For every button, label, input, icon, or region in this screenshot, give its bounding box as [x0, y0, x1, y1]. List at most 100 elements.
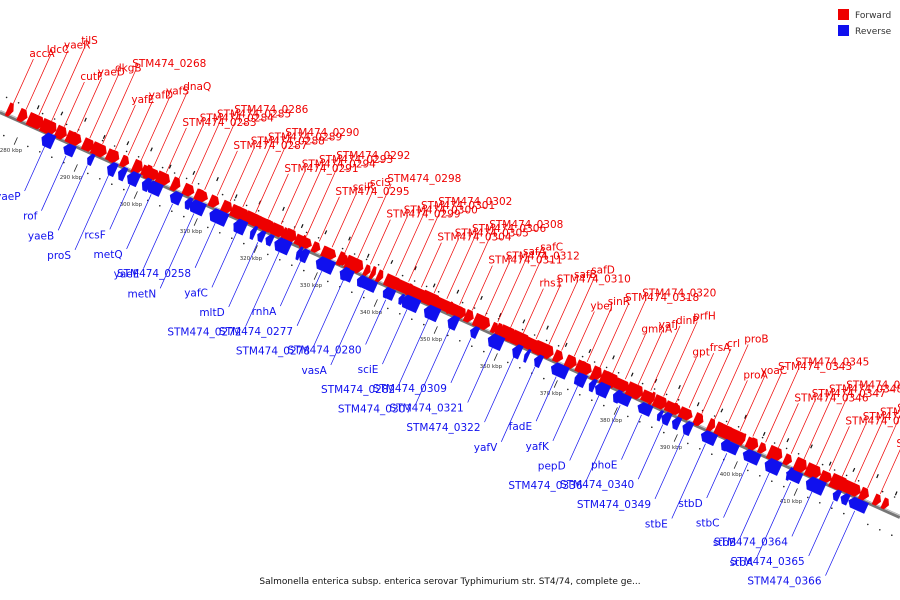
gene-feature — [471, 312, 491, 331]
leader-line — [790, 398, 817, 454]
gene-label-stm474-0343: STM474_0343 — [778, 361, 852, 373]
reverse-gene-arrow — [721, 440, 740, 456]
leader-line — [816, 390, 851, 466]
leader-line — [854, 417, 885, 483]
forward-gene-arrow — [462, 309, 474, 323]
minor-tick — [785, 447, 788, 450]
tick-label: 340 kbp — [360, 310, 383, 316]
gene-label-yafs: yafS — [166, 85, 189, 97]
minor-tick — [533, 334, 536, 336]
gene-label-stm474-0285: STM474_0285 — [217, 108, 291, 120]
minor-tick — [651, 426, 653, 429]
leader-line — [306, 160, 341, 236]
gene-feature — [840, 479, 861, 497]
gene-label-rof: rof — [23, 211, 38, 223]
misc-feature — [546, 325, 549, 330]
minor-tick — [771, 480, 773, 483]
leader-line — [706, 453, 728, 499]
minor-tick — [17, 102, 20, 104]
misc-feature — [810, 444, 813, 449]
leader-line — [313, 280, 344, 346]
forward-gene-arrow — [803, 462, 821, 480]
gene-feature — [880, 497, 889, 510]
leader-line — [331, 192, 358, 248]
leader-line — [318, 196, 340, 242]
misc-feature — [894, 491, 898, 496]
leader-line — [471, 265, 493, 311]
leader-line — [114, 104, 136, 150]
reverse-gene-arrow — [146, 180, 164, 197]
gene-label-stm474-0302: STM474_0302 — [438, 196, 512, 208]
reverse-gene-arrow — [534, 354, 545, 369]
misc-feature — [522, 319, 526, 324]
misc-feature — [564, 342, 568, 347]
reverse-gene-arrow — [249, 225, 259, 241]
minor-tick — [819, 502, 821, 504]
misc-feature — [480, 295, 483, 301]
gene-label-pepd: pepD — [538, 461, 566, 473]
gene-label-scir: sciR — [353, 182, 374, 194]
minor-tick — [591, 399, 593, 402]
forward-gene-arrow — [705, 418, 716, 433]
gene-feature — [857, 486, 869, 501]
tick-label: 360 kbp — [480, 364, 503, 370]
gene-label-stm474-0289: STM474_0289 — [268, 131, 342, 143]
minor-tick — [857, 480, 860, 482]
misc-feature — [414, 266, 417, 271]
minor-tick — [797, 453, 800, 455]
minor-tick — [3, 134, 5, 137]
leader-line — [612, 298, 647, 374]
gene-label-stm474-0284: STM474_0284 — [200, 113, 274, 125]
gene-feature — [575, 373, 589, 389]
gene-label-stm474-0357: STM474_0357 — [863, 411, 900, 423]
leader-line — [714, 344, 749, 420]
minor-tick — [291, 264, 293, 267]
gene-label-dkgb: dkgB — [115, 62, 142, 74]
leader-line — [459, 229, 494, 305]
minor-tick — [893, 496, 896, 498]
minor-tick — [687, 442, 689, 445]
leader-line — [57, 165, 88, 231]
reverse-gene-arrow — [184, 197, 194, 211]
leader-line — [382, 215, 409, 271]
gene-label-cutf: cutF — [80, 71, 103, 83]
gene-feature — [616, 392, 633, 407]
misc-feature — [696, 402, 700, 407]
leader-line — [825, 510, 856, 576]
leader-line — [194, 222, 216, 268]
minor-tick — [665, 393, 668, 396]
gene-feature — [832, 489, 842, 502]
leader-line — [102, 68, 137, 145]
gene-label-ldcc: ldcC — [47, 44, 70, 56]
minor-tick — [459, 340, 461, 342]
gene-label-stm474-0318: STM474_0318 — [625, 292, 699, 304]
forward-gene-arrow — [447, 302, 464, 318]
leader-line — [450, 338, 472, 384]
gene-feature — [25, 112, 44, 130]
minor-tick — [303, 269, 305, 272]
major-tick — [493, 353, 498, 361]
leader-line — [25, 54, 52, 110]
tick-label: 330 kbp — [300, 283, 323, 289]
tick-label: 400 kbp — [720, 472, 743, 478]
tick-label: 320 kbp — [240, 256, 263, 262]
leader-line — [599, 302, 630, 368]
minor-tick — [87, 172, 89, 175]
minor-tick — [773, 442, 776, 444]
misc-feature — [678, 384, 681, 390]
minor-tick — [821, 463, 824, 466]
minor-tick — [471, 345, 473, 348]
misc-feature — [36, 105, 40, 110]
forward-gene-arrow — [104, 148, 118, 163]
forward-gene-arrow — [154, 170, 171, 186]
gene-feature — [682, 420, 695, 437]
leader-line — [765, 367, 800, 443]
misc-feature — [630, 372, 634, 377]
gene-label-gpt: gpt — [692, 346, 709, 358]
leader-line — [216, 150, 238, 196]
leader-line — [433, 238, 460, 294]
forward-gene-arrow — [563, 354, 577, 370]
gene-feature — [310, 241, 321, 253]
misc-feature — [60, 111, 64, 116]
